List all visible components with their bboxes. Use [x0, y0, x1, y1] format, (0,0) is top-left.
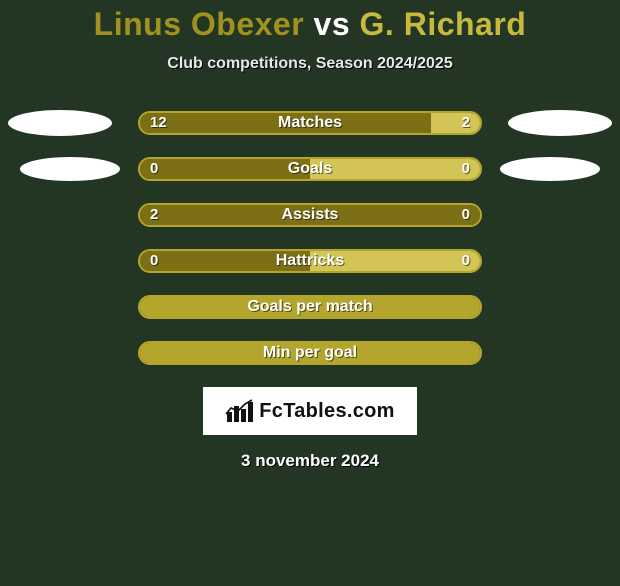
- stat-bar: Goals00: [138, 157, 482, 181]
- stat-bar: Assists20: [138, 203, 482, 227]
- stat-row: Min per goal: [0, 341, 620, 365]
- stat-bar-left: [140, 297, 480, 317]
- vs-separator: vs: [314, 6, 351, 42]
- player2-marker: [508, 110, 612, 136]
- page-title: Linus Obexer vs G. Richard: [0, 6, 620, 43]
- subtitle: Club competitions, Season 2024/2025: [0, 55, 620, 73]
- bars-icon: [225, 398, 255, 424]
- snapshot-date: 3 november 2024: [0, 451, 620, 471]
- stat-bar-right: [310, 159, 480, 179]
- logo-text: FcTables.com: [259, 400, 395, 423]
- stat-bar: Min per goal: [138, 341, 482, 365]
- stat-value-left: 0: [150, 251, 158, 271]
- stat-bar-left: [140, 159, 310, 179]
- stat-bar: Matches122: [138, 111, 482, 135]
- stat-value-right: 0: [462, 159, 470, 179]
- stat-value-left: 2: [150, 205, 158, 225]
- stat-bar-left: [140, 113, 431, 133]
- stat-bar-right: [431, 113, 480, 133]
- fctables-logo: FcTables.com: [203, 387, 417, 435]
- stat-row: Goals00: [0, 157, 620, 181]
- stat-value-right: 2: [462, 113, 470, 133]
- stat-bar-left: [140, 205, 480, 225]
- stat-value-left: 12: [150, 113, 167, 133]
- stat-bar: Hattricks00: [138, 249, 482, 273]
- player1-marker: [8, 110, 112, 136]
- stat-value-left: 0: [150, 159, 158, 179]
- stat-bar-left: [140, 251, 310, 271]
- player2-name: G. Richard: [360, 6, 527, 42]
- comparison-chart: Matches122Goals00Assists20Hattricks00Goa…: [0, 111, 620, 365]
- stat-bar-right: [310, 251, 480, 271]
- player1-marker: [20, 157, 120, 181]
- stat-row: Assists20: [0, 203, 620, 227]
- stat-row: Goals per match: [0, 295, 620, 319]
- player1-name: Linus Obexer: [94, 6, 305, 42]
- player2-marker: [500, 157, 600, 181]
- stat-row: Matches122: [0, 111, 620, 135]
- stat-bar: Goals per match: [138, 295, 482, 319]
- stat-row: Hattricks00: [0, 249, 620, 273]
- stat-bar-left: [140, 343, 480, 363]
- stat-value-right: 0: [462, 205, 470, 225]
- stat-value-right: 0: [462, 251, 470, 271]
